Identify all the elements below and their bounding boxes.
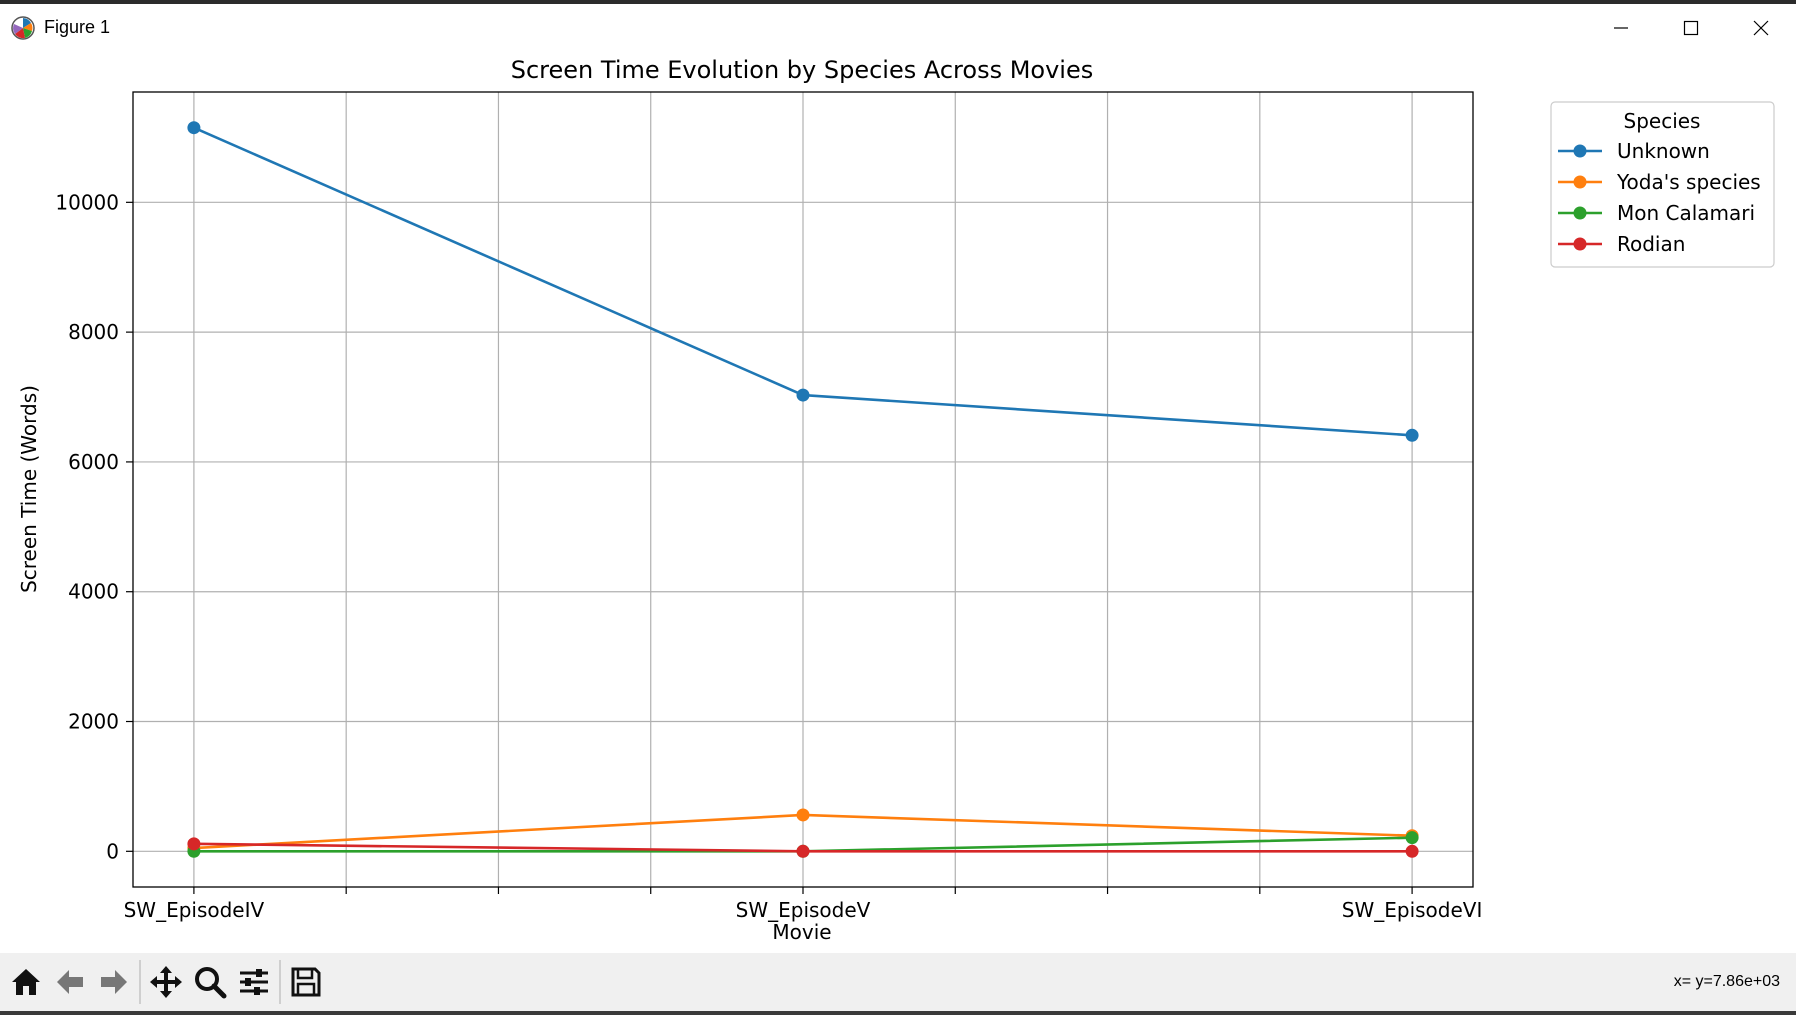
legend-label: Yoda's species — [1616, 170, 1761, 194]
line-chart: Screen Time Evolution by Species Across … — [17, 56, 1775, 944]
data-point — [796, 388, 810, 402]
window-titlebar: Figure 1 — [0, 4, 1796, 51]
window-controls — [1586, 4, 1796, 51]
legend-title: Species — [1624, 109, 1701, 133]
data-point — [1405, 844, 1419, 858]
legend-marker — [1573, 206, 1587, 220]
x-tick-label: SW_EpisodeV — [736, 898, 871, 922]
save-icon — [291, 967, 321, 997]
toolbar-separator — [279, 960, 281, 1004]
y-tick-label: 8000 — [68, 320, 119, 344]
matplotlib-logo-icon — [11, 15, 35, 40]
legend: Species Unknown Yoda's species Mon Calamar… — [1550, 101, 1775, 268]
data-point — [1405, 428, 1419, 442]
coordinate-readout: x= y=7.86e+03 — [1673, 973, 1780, 990]
legend-box — [1550, 101, 1775, 268]
y-axis-label: Screen Time (Words) — [17, 385, 41, 593]
y-tick-label: 6000 — [68, 450, 119, 474]
window-bottom-edge — [0, 1011, 1796, 1015]
zoom-button[interactable] — [188, 958, 232, 1006]
home-icon — [12, 969, 40, 995]
y-axis-ticks: 0 2000 4000 6000 8000 10000 — [55, 190, 133, 863]
x-tick-label: SW_EpisodeVI — [1342, 898, 1483, 922]
home-button[interactable] — [4, 958, 48, 1006]
maximize-button[interactable] — [1656, 4, 1726, 51]
x-axis-label: Movie — [772, 920, 831, 944]
navigation-toolbar: x= y=7.86e+03 — [0, 953, 1796, 1011]
zoom-icon — [195, 967, 227, 999]
legend-label: Rodian — [1617, 232, 1685, 256]
close-icon — [1753, 20, 1769, 35]
data-point — [1405, 831, 1419, 845]
toolbar-separator — [139, 960, 141, 1004]
window-top-edge — [0, 0, 1796, 4]
forward-arrow-icon — [101, 970, 127, 994]
y-tick-label: 10000 — [55, 190, 119, 214]
configure-subplots-button[interactable] — [232, 958, 276, 1006]
legend-label: Mon Calamari — [1617, 201, 1755, 225]
grid-lines — [133, 92, 1473, 887]
figure-canvas[interactable]: Screen Time Evolution by Species Across … — [0, 51, 1796, 953]
series-lines — [187, 121, 1419, 858]
legend-marker — [1573, 237, 1587, 251]
x-axis-ticks: SW_EpisodeIV SW_EpisodeV SW_EpisodeVI — [124, 887, 1483, 922]
data-point — [187, 121, 201, 135]
legend-marker — [1573, 144, 1587, 158]
y-tick-label: 0 — [106, 839, 119, 863]
window-title: Figure 1 — [44, 17, 111, 37]
data-point — [187, 837, 201, 851]
save-button[interactable] — [284, 958, 328, 1006]
minimize-icon — [1614, 26, 1628, 29]
legend-label: Unknown — [1617, 139, 1710, 163]
close-button[interactable] — [1726, 4, 1796, 51]
maximize-icon — [1683, 20, 1699, 35]
legend-marker — [1573, 175, 1587, 189]
data-point — [796, 808, 810, 822]
y-tick-label: 4000 — [68, 580, 119, 604]
data-point — [796, 844, 810, 858]
configure-subplots-icon — [240, 969, 268, 995]
back-arrow-icon — [57, 970, 83, 994]
minimize-button[interactable] — [1586, 4, 1656, 51]
y-tick-label: 2000 — [68, 710, 119, 734]
back-button[interactable] — [48, 958, 92, 1006]
x-tick-label: SW_EpisodeIV — [124, 898, 265, 922]
forward-button[interactable] — [92, 958, 136, 1006]
pan-button[interactable] — [144, 958, 188, 1006]
chart-title: Screen Time Evolution by Species Across … — [511, 56, 1093, 84]
pan-icon — [150, 966, 182, 998]
